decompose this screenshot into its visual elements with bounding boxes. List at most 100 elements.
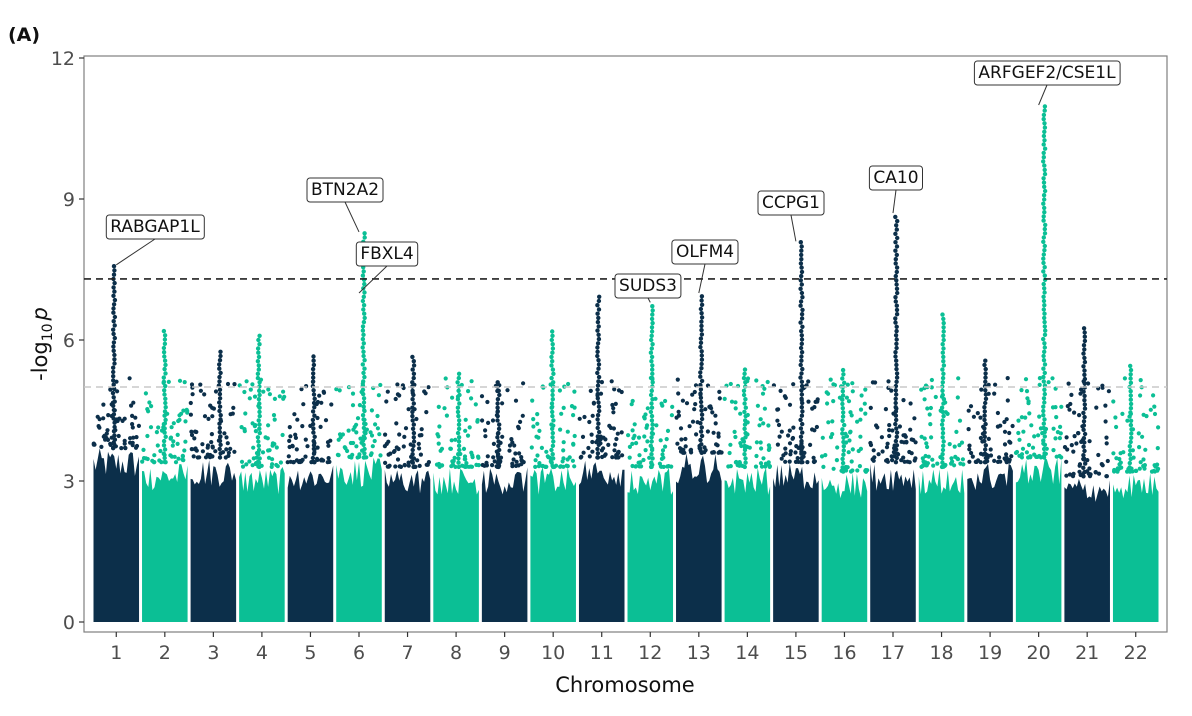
snp-point bbox=[257, 401, 262, 406]
snp-point bbox=[610, 402, 615, 408]
snp-point bbox=[941, 354, 946, 360]
snp-point bbox=[1142, 463, 1147, 468]
chromosome-12-bulk bbox=[627, 468, 674, 622]
snp-point bbox=[338, 435, 343, 440]
snp-point bbox=[162, 354, 167, 359]
snp-point bbox=[537, 461, 542, 466]
snp-point bbox=[1042, 442, 1048, 447]
snp-point bbox=[753, 464, 759, 469]
chromosome-5-bulk bbox=[287, 465, 334, 622]
snp-point bbox=[490, 418, 496, 423]
snp-point bbox=[894, 252, 899, 258]
snp-point bbox=[1128, 418, 1134, 423]
snp-point bbox=[111, 331, 116, 337]
snp-point bbox=[645, 406, 650, 411]
snp-point bbox=[893, 316, 898, 321]
snp-point bbox=[863, 387, 868, 392]
snp-point bbox=[122, 416, 127, 421]
snp-point bbox=[863, 411, 868, 416]
snp-point bbox=[1136, 431, 1141, 436]
snp-point bbox=[799, 282, 804, 287]
snp-point bbox=[560, 459, 565, 464]
snp-point bbox=[287, 444, 292, 450]
snp-point bbox=[191, 454, 196, 459]
snp-point bbox=[894, 286, 900, 291]
snp-point bbox=[1019, 415, 1024, 420]
snp-point bbox=[156, 425, 161, 430]
snp-point bbox=[848, 469, 854, 474]
snp-point bbox=[362, 446, 367, 452]
snp-point bbox=[272, 441, 277, 447]
snp-point bbox=[457, 392, 462, 398]
snp-point bbox=[595, 396, 600, 401]
snp-point bbox=[362, 374, 367, 380]
snp-point bbox=[708, 404, 713, 409]
snp-point bbox=[270, 462, 275, 467]
snp-point bbox=[893, 231, 898, 236]
snp-point bbox=[205, 445, 210, 450]
snp-point bbox=[417, 463, 422, 468]
snp-point bbox=[894, 337, 899, 342]
snp-point bbox=[312, 413, 317, 418]
snp-point bbox=[591, 400, 597, 405]
snp-point bbox=[550, 443, 556, 448]
snp-point bbox=[862, 401, 867, 406]
snp-point bbox=[741, 388, 747, 393]
snp-point bbox=[434, 462, 440, 467]
x-tick-label: 16 bbox=[832, 642, 856, 664]
snp-point bbox=[650, 426, 655, 431]
chromosome-9-bulk bbox=[481, 467, 528, 622]
snp-point bbox=[456, 426, 462, 431]
snp-point bbox=[514, 459, 519, 464]
snp-point bbox=[834, 458, 840, 463]
snp-point bbox=[760, 391, 766, 396]
snp-point bbox=[717, 389, 722, 394]
snp-point bbox=[266, 455, 272, 460]
snp-point bbox=[922, 436, 927, 441]
snp-point bbox=[162, 430, 167, 435]
snp-point bbox=[1120, 411, 1125, 416]
snp-point bbox=[1140, 434, 1145, 439]
snp-point bbox=[362, 429, 367, 435]
snp-point bbox=[362, 366, 367, 371]
snp-point bbox=[311, 375, 316, 380]
snp-point bbox=[457, 418, 462, 423]
snp-point bbox=[983, 375, 988, 380]
snp-point bbox=[699, 349, 704, 354]
snp-point bbox=[123, 445, 128, 450]
snp-point bbox=[1082, 448, 1087, 454]
snp-point bbox=[699, 378, 705, 384]
snp-point bbox=[360, 273, 366, 278]
snp-point bbox=[1042, 205, 1047, 211]
snp-point bbox=[743, 380, 748, 385]
snp-point bbox=[301, 402, 306, 407]
snp-point bbox=[1076, 431, 1081, 436]
snp-point bbox=[595, 319, 601, 325]
snp-point bbox=[1065, 404, 1070, 409]
snp-point bbox=[1111, 451, 1116, 456]
snp-point bbox=[571, 441, 576, 446]
snp-point bbox=[693, 402, 698, 407]
snp-point bbox=[941, 401, 946, 406]
snp-point bbox=[642, 416, 647, 421]
snp-point bbox=[173, 460, 179, 465]
snp-point bbox=[978, 415, 983, 420]
snp-point bbox=[799, 350, 805, 355]
snp-point bbox=[643, 412, 648, 417]
snp-point bbox=[742, 371, 747, 376]
snp-point bbox=[698, 421, 703, 426]
snp-point bbox=[893, 261, 898, 266]
snp-point bbox=[111, 264, 117, 269]
snp-point bbox=[742, 452, 747, 457]
snp-point bbox=[318, 424, 323, 429]
snp-point bbox=[299, 387, 304, 392]
snp-point bbox=[630, 398, 635, 404]
snp-point bbox=[799, 443, 804, 448]
snp-point bbox=[257, 422, 262, 427]
snp-point bbox=[595, 349, 600, 354]
snp-point bbox=[887, 433, 892, 439]
snp-point bbox=[131, 435, 136, 440]
snp-point bbox=[894, 312, 900, 317]
snp-point bbox=[698, 387, 704, 392]
snp-point bbox=[812, 405, 817, 410]
